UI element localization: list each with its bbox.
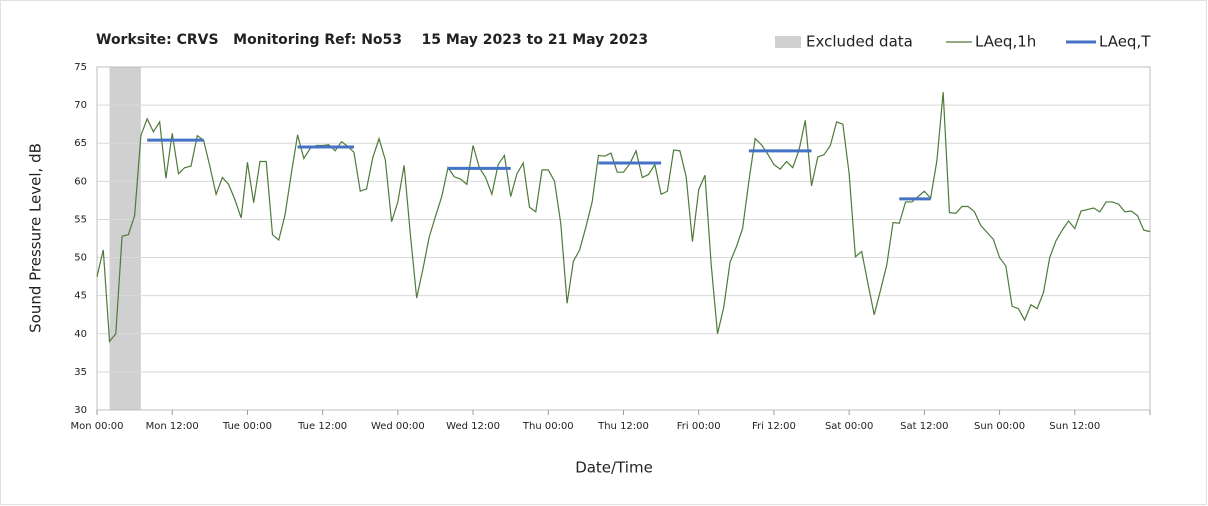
x-tick-label: Thu 12:00: [597, 421, 649, 432]
x-tick-label: Wed 12:00: [446, 421, 500, 432]
legend-swatch: [775, 36, 801, 48]
y-tick-label: 65: [74, 138, 87, 149]
y-tick-label: 70: [74, 100, 87, 111]
y-tick-label: 45: [74, 291, 87, 302]
x-tick-label: Tue 00:00: [222, 421, 272, 432]
x-tick-label: Thu 00:00: [522, 421, 574, 432]
y-tick-label: 50: [74, 253, 87, 264]
x-tick-label: Sat 12:00: [900, 421, 948, 432]
x-tick-label: Fri 00:00: [677, 421, 721, 432]
y-axis-label: Sound Pressure Level, dB: [27, 143, 45, 333]
legend-label: LAeq,T: [1099, 33, 1151, 51]
chart-title: Worksite: CRVS Monitoring Ref: No53 15 M…: [96, 32, 648, 48]
x-tick-label: Sat 00:00: [825, 421, 873, 432]
y-tick-label: 40: [74, 329, 87, 340]
x-tick-label: Fri 12:00: [752, 421, 796, 432]
y-tick-label: 30: [74, 405, 87, 416]
line-series: [96, 92, 1151, 343]
x-tick-label: Tue 12:00: [297, 421, 347, 432]
legend-label: Excluded data: [806, 33, 913, 51]
y-tick-label: 60: [74, 176, 87, 187]
excluded-band: [109, 67, 141, 410]
x-axis-label: Date/Time: [575, 459, 653, 477]
x-tick-label: Wed 00:00: [371, 421, 425, 432]
y-tick-label: 55: [74, 214, 87, 225]
x-tick-label: Sun 12:00: [1049, 421, 1100, 432]
y-tick-label: 75: [74, 62, 87, 73]
y-tick-label: 35: [74, 367, 87, 378]
x-tick-label: Mon 12:00: [146, 421, 199, 432]
legend-label: LAeq,1h: [975, 33, 1036, 51]
x-tick-label: Sun 00:00: [974, 421, 1025, 432]
x-tick-label: Mon 00:00: [70, 421, 123, 432]
